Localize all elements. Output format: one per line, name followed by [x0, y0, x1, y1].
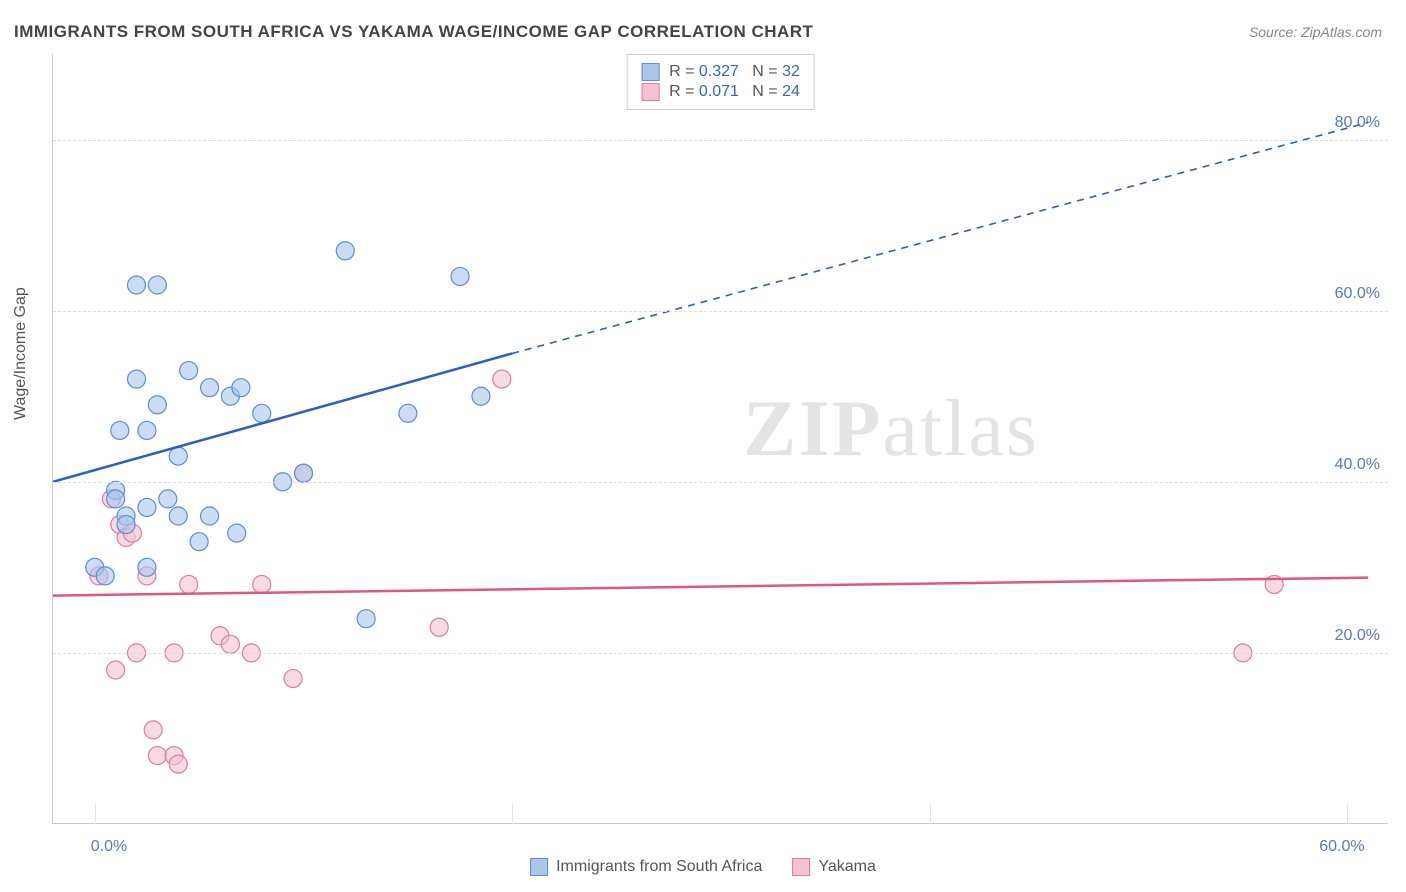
- data-point: [180, 362, 198, 380]
- data-point: [144, 721, 162, 739]
- plot-area: ZIPatlas R = 0.327 N = 32R = 0.071 N = 2…: [52, 54, 1388, 824]
- stat-legend-row: R = 0.071 N = 24: [641, 83, 800, 101]
- data-point: [107, 661, 125, 679]
- gridline-h: [53, 482, 1388, 483]
- data-point: [128, 370, 146, 388]
- gridline-v: [1347, 804, 1348, 824]
- data-point: [128, 276, 146, 294]
- trend-line-series1-dash: [512, 122, 1368, 353]
- swatch-series1: [530, 858, 548, 876]
- stat-legend-row: R = 0.327 N = 32: [641, 63, 800, 81]
- legend-label: Immigrants from South Africa: [556, 858, 762, 876]
- data-point: [253, 575, 271, 593]
- y-tick-label: 20.0%: [1335, 627, 1380, 645]
- data-point: [169, 755, 187, 773]
- data-point: [451, 267, 469, 285]
- data-point: [228, 524, 246, 542]
- trend-line-series1-solid: [53, 353, 512, 481]
- data-point: [138, 421, 156, 439]
- y-tick-label: 80.0%: [1335, 114, 1380, 132]
- data-point: [336, 242, 354, 260]
- x-tick-label: 60.0%: [1319, 838, 1364, 856]
- legend-item: Immigrants from South Africa: [530, 858, 762, 876]
- data-point: [430, 618, 448, 636]
- data-point: [148, 747, 166, 765]
- source-label: Source: ZipAtlas.com: [1249, 24, 1382, 40]
- data-point: [117, 516, 135, 534]
- gridline-v: [95, 804, 96, 824]
- data-point: [201, 507, 219, 525]
- data-point: [138, 558, 156, 576]
- data-point: [399, 404, 417, 422]
- x-tick-label: 0.0%: [91, 838, 127, 856]
- chart-title: IMMIGRANTS FROM SOUTH AFRICA VS YAKAMA W…: [14, 22, 813, 42]
- data-point: [96, 567, 114, 585]
- data-point: [201, 379, 219, 397]
- data-point: [111, 421, 129, 439]
- gridline-h: [53, 311, 1388, 312]
- swatch-series2: [792, 858, 810, 876]
- data-point: [180, 575, 198, 593]
- stat-legend-text: R = 0.327 N = 32: [669, 63, 800, 81]
- bottom-legend: Immigrants from South Africa Yakama: [530, 858, 876, 876]
- data-point: [232, 379, 250, 397]
- gridline-v: [930, 804, 931, 824]
- data-point: [253, 404, 271, 422]
- data-point: [295, 464, 313, 482]
- gridline-h: [53, 653, 1388, 654]
- swatch-series2: [641, 83, 659, 101]
- data-point: [472, 387, 490, 405]
- chart-svg: [53, 54, 1389, 824]
- data-point: [190, 533, 208, 551]
- data-point: [284, 670, 302, 688]
- data-point: [138, 498, 156, 516]
- data-point: [107, 490, 125, 508]
- y-tick-label: 60.0%: [1335, 285, 1380, 303]
- data-point: [169, 507, 187, 525]
- chart-container: ZIPatlas R = 0.327 N = 32R = 0.071 N = 2…: [52, 54, 1388, 824]
- data-point: [148, 396, 166, 414]
- legend-item: Yakama: [792, 858, 876, 876]
- y-tick-label: 40.0%: [1335, 456, 1380, 474]
- gridline-v: [512, 804, 513, 824]
- trend-line-series2: [53, 578, 1368, 596]
- swatch-series1: [641, 63, 659, 81]
- gridline-h: [53, 140, 1388, 141]
- stat-legend: R = 0.327 N = 32 R = 0.071 N = 24: [626, 54, 815, 110]
- y-axis-title: Wage/Income Gap: [12, 287, 30, 420]
- data-point: [493, 370, 511, 388]
- legend-label: Yakama: [818, 858, 876, 876]
- data-point: [357, 610, 375, 628]
- data-point: [148, 276, 166, 294]
- data-point: [221, 635, 239, 653]
- data-point: [159, 490, 177, 508]
- stat-legend-text: R = 0.071 N = 24: [669, 83, 800, 101]
